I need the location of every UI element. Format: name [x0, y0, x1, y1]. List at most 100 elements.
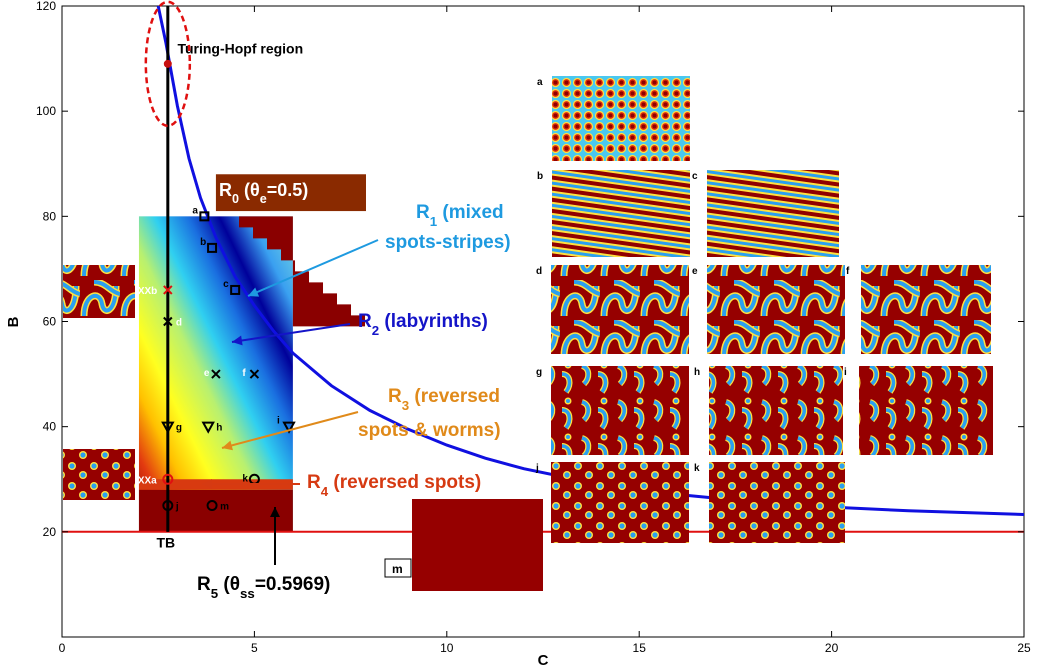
- inset-label: c: [692, 171, 698, 182]
- region-label-r0: R0 (θe=0.5): [219, 180, 308, 206]
- marker-circle: [162, 473, 174, 485]
- marker-label: c: [223, 279, 229, 290]
- region-label-group: R0 (θe=0.5) R1 (mixed spots-stripes) R2 (la…: [197, 180, 511, 601]
- marker-label: i: [277, 416, 280, 427]
- marker-square: [230, 284, 241, 295]
- label-rest2: =0.5969): [255, 574, 331, 595]
- label-rest: (reversed spots): [328, 472, 481, 493]
- inset-a: a: [537, 76, 690, 161]
- marker-XXb: XXb: [138, 285, 173, 297]
- marker-h: h: [201, 421, 222, 434]
- inset-xxb: [63, 265, 135, 318]
- arrow-r3-head: [222, 440, 233, 451]
- label-sub2: ss: [240, 586, 255, 601]
- inset-label: h: [694, 367, 700, 378]
- marker-j: j: [162, 500, 179, 513]
- x-tick-label: 0: [59, 641, 66, 655]
- inset-f: f: [846, 265, 991, 354]
- inset-label: b: [537, 171, 543, 182]
- region-label-r1a: R1 (mixed: [416, 202, 504, 229]
- label-rest: (θ: [239, 180, 260, 200]
- inset-label: f: [846, 266, 850, 277]
- label-main: spots-stripes): [385, 232, 511, 253]
- inset-xxa: [63, 449, 135, 500]
- marker-label: a: [192, 205, 198, 216]
- inset-label: a: [537, 77, 543, 88]
- region-label-r2: R2 (labyrinths): [358, 311, 488, 338]
- y-tick-label: 40: [43, 420, 57, 434]
- x-axis-label: C: [538, 652, 549, 669]
- inset-j: j: [535, 462, 689, 543]
- marker-label: XXb: [138, 286, 157, 297]
- inset-image: [412, 499, 543, 591]
- inset-group: a b c d e f g h i j k m: [63, 76, 993, 591]
- inset-image: [552, 170, 690, 257]
- marker-label: m: [220, 502, 229, 513]
- marker-f: f: [242, 368, 260, 379]
- inset-label: i: [844, 367, 847, 378]
- label-main: R: [307, 472, 321, 493]
- arrow-r2: [231, 323, 351, 343]
- label-rest: (θ: [218, 574, 240, 595]
- x-tick-label: 10: [440, 641, 454, 655]
- label-main: R: [416, 202, 430, 223]
- label-sub: 1: [430, 214, 438, 229]
- label-main: R: [358, 311, 372, 332]
- label-main: R: [388, 386, 402, 407]
- marker-label: e: [204, 368, 210, 379]
- marker-a: a: [192, 205, 210, 222]
- marker-cross: [211, 369, 221, 379]
- r0-label-box: [215, 174, 366, 212]
- marker-i: i: [277, 416, 296, 434]
- inset-label: m: [392, 562, 403, 576]
- label-sub: 5: [211, 586, 219, 601]
- inset-image: [552, 76, 690, 161]
- inset-image: [861, 265, 991, 354]
- inset-i: i: [844, 366, 993, 455]
- y-tick-label: 120: [36, 0, 56, 13]
- inset-k: k: [694, 462, 845, 543]
- arrow-r5-head: [270, 507, 280, 517]
- marker-label: k: [242, 473, 248, 484]
- arrow-r1-head: [248, 287, 260, 297]
- inset-c: c: [692, 170, 839, 257]
- inset-d: d: [536, 265, 689, 354]
- marker-d: d: [163, 316, 182, 329]
- turing-hopf-label: Turing-Hopf region: [177, 40, 303, 56]
- region-label-r4: R4 (reversed spots): [307, 472, 481, 499]
- arrow-group: [202, 239, 379, 565]
- marker-triangle: [201, 421, 215, 434]
- label-sub: 2: [372, 323, 379, 338]
- marker-m: m: [206, 500, 229, 513]
- label-sub2: e: [260, 192, 267, 206]
- r0-region: [239, 216, 380, 327]
- inset-image: [709, 366, 843, 455]
- marker-cross: [249, 369, 260, 379]
- marker-cross: [163, 285, 173, 295]
- y-tick-label: 60: [43, 315, 57, 329]
- marker-circle: [162, 500, 174, 512]
- inset-label: e: [692, 266, 698, 277]
- inset-label: k: [694, 463, 700, 474]
- marker-triangle: [282, 421, 296, 434]
- marker-square: [199, 211, 210, 222]
- turing-hopf-point: [163, 59, 172, 68]
- x-tick-label: 25: [1017, 641, 1031, 655]
- marker-triangle: [161, 421, 175, 434]
- tb-label: TB: [156, 535, 175, 551]
- inset-h: h: [694, 366, 843, 455]
- marker-e: e: [204, 368, 221, 379]
- inset-image: [707, 170, 839, 257]
- marker-c: c: [223, 279, 241, 295]
- inset-label: j: [535, 463, 539, 474]
- y-axis-label: B: [5, 316, 22, 327]
- marker-label: XXa: [138, 475, 157, 486]
- inset-b: b: [537, 170, 690, 257]
- region-label-r5: R5 (θss=0.5969): [197, 574, 330, 601]
- y-tick-label: 20: [43, 525, 57, 539]
- arrow-r2-head: [232, 335, 243, 346]
- region-label-r3a: R3 (reversed: [388, 386, 500, 413]
- label-sub: 0: [232, 192, 239, 206]
